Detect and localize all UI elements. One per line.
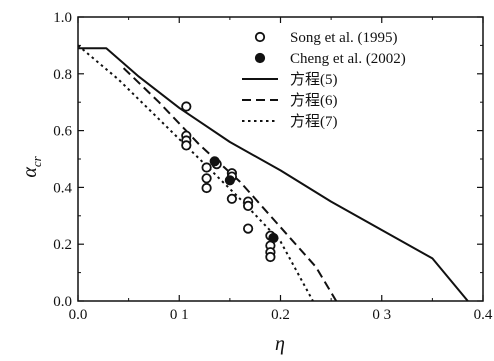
y-tick-label: 0.0: [53, 294, 72, 310]
x-tick-label: 0.4: [474, 307, 493, 323]
x-tick-label: 0.2: [271, 307, 290, 323]
series-points: [181, 101, 279, 263]
cheng-data-point: [209, 156, 220, 167]
tick-marks: [77, 16, 484, 302]
legend-swatch-marker: [254, 52, 266, 64]
y-axis-title-sub: cr: [29, 155, 44, 167]
cheng-data-point: [224, 175, 235, 186]
series-line-dotted: [77, 44, 314, 302]
song-data-point: [226, 193, 237, 204]
x-tick-label: 0 3: [372, 307, 391, 323]
cheng-data-point: [268, 232, 279, 244]
y-tick-label: 0.4: [53, 180, 72, 196]
legend-label: 方程(6): [290, 92, 338, 109]
legend-swatch-marker: [254, 31, 266, 43]
y-axis-title-main: α: [19, 167, 41, 178]
plot-area: [77, 16, 484, 302]
legend-label: Cheng et al. (2002): [290, 51, 406, 67]
legend-label: Song et al. (1995): [290, 30, 397, 46]
series-line-solid: [78, 47, 469, 302]
plot-frame: [77, 16, 484, 302]
y-tick-label: 0.2: [53, 237, 72, 253]
tick-labels: 0.0 0 1 0.2 0 3 0.4 0.0 0.2 0.4 0.6 0.8 1.0: [53, 10, 493, 323]
song-data-point: [181, 140, 192, 151]
legend: Song et al. (1995) Cheng et al. (2002) 方程(…: [242, 30, 406, 130]
legend-label: 方程(5): [290, 71, 338, 88]
svg-text:αcr: αcr: [19, 155, 44, 177]
series-line-dashed: [122, 67, 338, 302]
legend-label: 方程(7): [290, 113, 338, 130]
series-lines: [77, 44, 469, 302]
song-data-point: [201, 173, 212, 184]
song-data-point: [265, 251, 276, 263]
song-data-point: [243, 200, 254, 211]
y-tick-label: 1.0: [53, 10, 72, 26]
y-axis-title: αcr: [19, 155, 44, 177]
x-tick-label: 0.0: [69, 307, 88, 323]
y-tick-label: 0.6: [53, 124, 72, 140]
x-axis-title: η: [275, 333, 285, 355]
song-data-point: [243, 223, 254, 234]
song-data-point: [181, 101, 192, 112]
y-tick-label: 0.8: [53, 67, 72, 83]
song-data-point: [201, 182, 212, 194]
x-tick-label: 0 1: [170, 307, 189, 323]
song-data-point: [201, 162, 212, 173]
